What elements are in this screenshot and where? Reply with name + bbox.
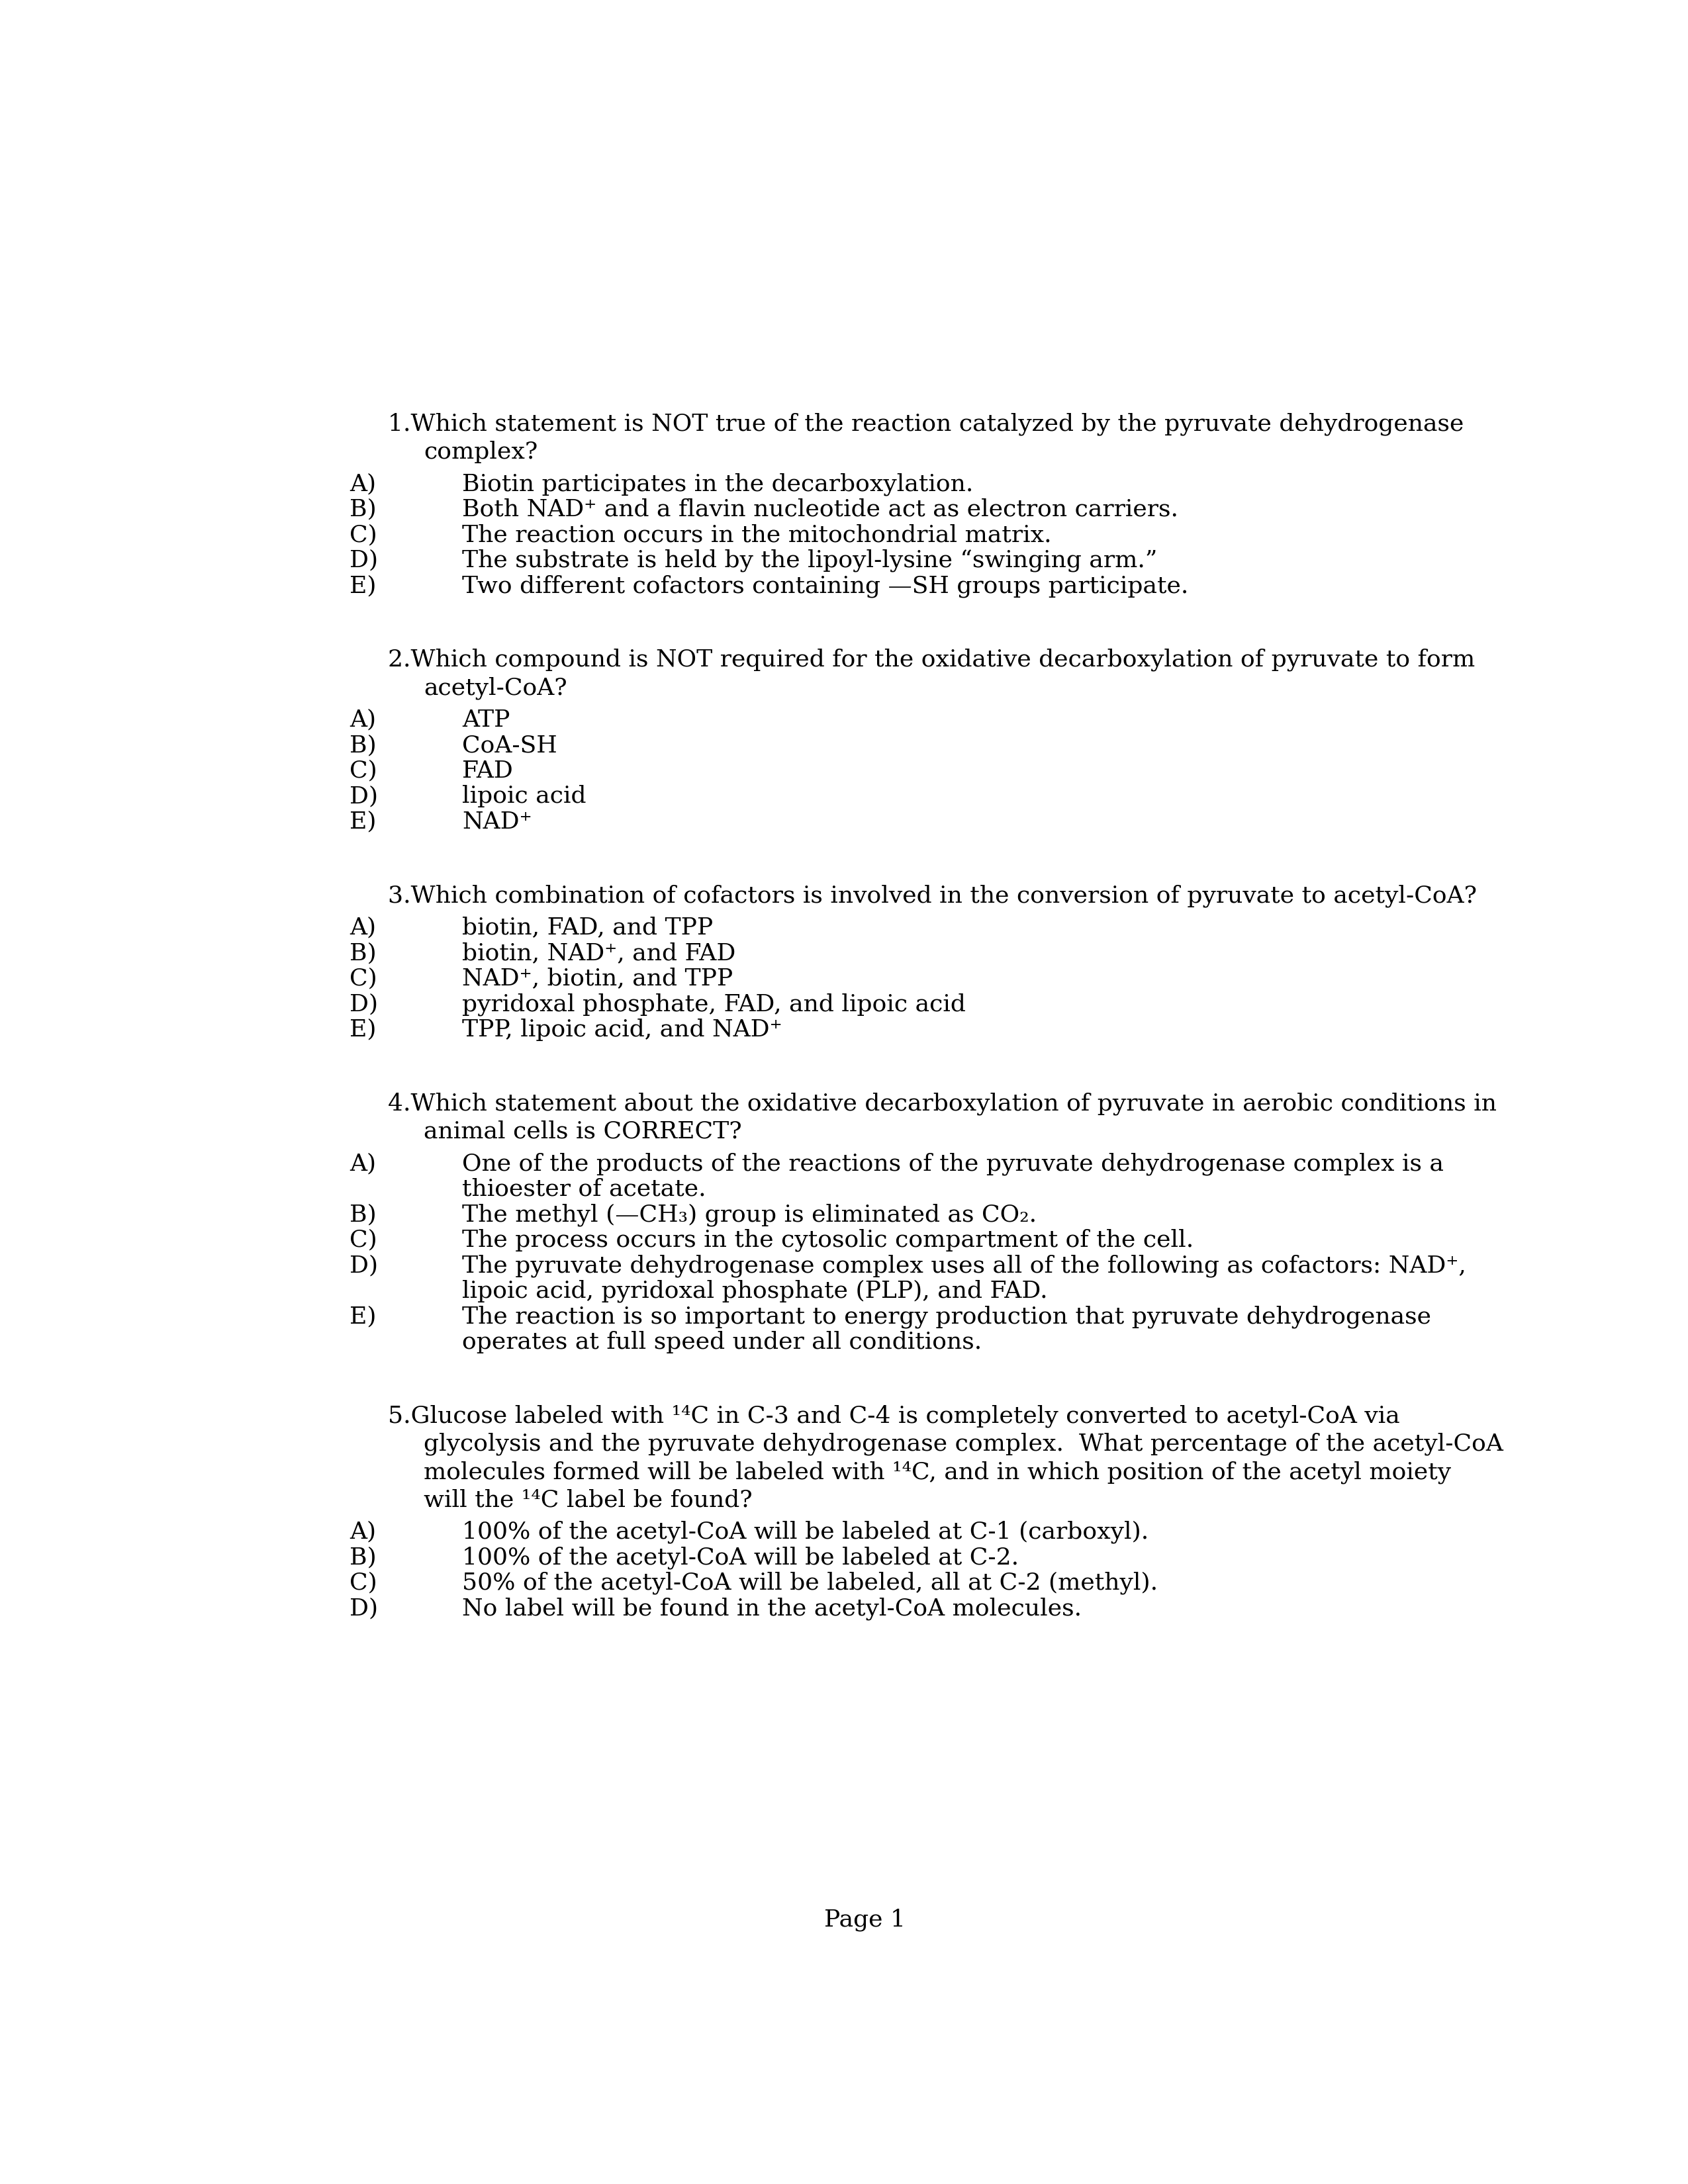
Text: Two different cofactors containing —SH groups participate.: Two different cofactors containing —SH g… [463, 574, 1188, 596]
Text: C): C) [349, 524, 376, 546]
Text: Biotin participates in the decarboxylation.: Biotin participates in the decarboxylati… [463, 472, 974, 496]
Text: 3.Which combination of cofactors is involved in the conversion of pyruvate to ac: 3.Which combination of cofactors is invo… [388, 885, 1477, 906]
Text: B): B) [349, 498, 376, 520]
Text: C): C) [349, 1230, 376, 1251]
Text: No label will be found in the acetyl-CoA molecules.: No label will be found in the acetyl-CoA… [463, 1597, 1082, 1621]
Text: B): B) [349, 734, 376, 756]
Text: 100% of the acetyl-CoA will be labeled at C-1 (carboxyl).: 100% of the acetyl-CoA will be labeled a… [463, 1520, 1150, 1544]
Text: The process occurs in the cytosolic compartment of the cell.: The process occurs in the cytosolic comp… [463, 1230, 1193, 1251]
Text: A): A) [349, 708, 376, 732]
Text: The pyruvate dehydrogenase complex uses all of the following as cofactors: NAD⁺,: The pyruvate dehydrogenase complex uses … [463, 1254, 1467, 1278]
Text: 50% of the acetyl-CoA will be labeled, all at C-2 (methyl).: 50% of the acetyl-CoA will be labeled, a… [463, 1572, 1158, 1594]
Text: B): B) [349, 941, 376, 965]
Text: D): D) [349, 1254, 378, 1278]
Text: pyridoxal phosphate, FAD, and lipoic acid: pyridoxal phosphate, FAD, and lipoic aci… [463, 994, 966, 1016]
Text: lipoic acid, pyridoxal phosphate (PLP), and FAD.: lipoic acid, pyridoxal phosphate (PLP), … [463, 1280, 1048, 1302]
Text: will the ¹⁴C label be found?: will the ¹⁴C label be found? [424, 1489, 753, 1511]
Text: molecules formed will be labeled with ¹⁴C, and in which position of the acetyl m: molecules formed will be labeled with ¹⁴… [424, 1461, 1452, 1483]
Text: C): C) [349, 968, 376, 989]
Text: One of the products of the reactions of the pyruvate dehydrogenase complex is a: One of the products of the reactions of … [463, 1153, 1443, 1175]
Text: E): E) [349, 810, 376, 832]
Text: 2.Which compound is NOT required for the oxidative decarboxylation of pyruvate t: 2.Which compound is NOT required for the… [388, 649, 1475, 670]
Text: Both NAD⁺ and a flavin nucleotide act as electron carriers.: Both NAD⁺ and a flavin nucleotide act as… [463, 498, 1178, 520]
Text: glycolysis and the pyruvate dehydrogenase complex.  What percentage of the acety: glycolysis and the pyruvate dehydrogenas… [424, 1433, 1504, 1455]
Text: NAD⁺, biotin, and TPP: NAD⁺, biotin, and TPP [463, 968, 733, 989]
Text: 100% of the acetyl-CoA will be labeled at C-2.: 100% of the acetyl-CoA will be labeled a… [463, 1546, 1020, 1568]
Text: complex?: complex? [424, 441, 538, 463]
Text: A): A) [349, 1153, 376, 1175]
Text: lipoic acid: lipoic acid [463, 784, 586, 808]
Text: FAD: FAD [463, 760, 513, 782]
Text: The reaction occurs in the mitochondrial matrix.: The reaction occurs in the mitochondrial… [463, 524, 1052, 546]
Text: C): C) [349, 1572, 376, 1594]
Text: operates at full speed under all conditions.: operates at full speed under all conditi… [463, 1330, 982, 1354]
Text: ATP: ATP [463, 708, 510, 732]
Text: The reaction is so important to energy production that pyruvate dehydrogenase: The reaction is so important to energy p… [463, 1306, 1431, 1328]
Text: D): D) [349, 994, 378, 1016]
Text: E): E) [349, 1018, 376, 1042]
Text: 1.Which statement is NOT true of the reaction catalyzed by the pyruvate dehydrog: 1.Which statement is NOT true of the rea… [388, 413, 1463, 435]
Text: biotin, NAD⁺, and FAD: biotin, NAD⁺, and FAD [463, 941, 736, 965]
Text: acetyl-CoA?: acetyl-CoA? [424, 677, 567, 699]
Text: D): D) [349, 1597, 378, 1621]
Text: B): B) [349, 1203, 376, 1225]
Text: NAD⁺: NAD⁺ [463, 810, 532, 832]
Text: biotin, FAD, and TPP: biotin, FAD, and TPP [463, 917, 714, 939]
Text: E): E) [349, 574, 376, 596]
Text: C): C) [349, 760, 376, 782]
Text: D): D) [349, 548, 378, 572]
Text: A): A) [349, 1520, 376, 1544]
Text: Page 1: Page 1 [824, 1909, 906, 1931]
Text: TPP, lipoic acid, and NAD⁺: TPP, lipoic acid, and NAD⁺ [463, 1018, 783, 1042]
Text: The substrate is held by the lipoyl-lysine “swinging arm.”: The substrate is held by the lipoyl-lysi… [463, 548, 1158, 572]
Text: 4.Which statement about the oxidative decarboxylation of pyruvate in aerobic con: 4.Which statement about the oxidative de… [388, 1092, 1497, 1116]
Text: The methyl (—CH₃) group is eliminated as CO₂.: The methyl (—CH₃) group is eliminated as… [463, 1203, 1036, 1225]
Text: A): A) [349, 917, 376, 939]
Text: B): B) [349, 1546, 376, 1568]
Text: animal cells is CORRECT?: animal cells is CORRECT? [424, 1120, 743, 1142]
Text: 5.Glucose labeled with ¹⁴C in C-3 and C-4 is completely converted to acetyl-CoA : 5.Glucose labeled with ¹⁴C in C-3 and C-… [388, 1404, 1399, 1428]
Text: CoA-SH: CoA-SH [463, 734, 557, 756]
Text: A): A) [349, 472, 376, 496]
Text: D): D) [349, 784, 378, 808]
Text: thioester of acetate.: thioester of acetate. [463, 1177, 706, 1201]
Text: E): E) [349, 1306, 376, 1328]
